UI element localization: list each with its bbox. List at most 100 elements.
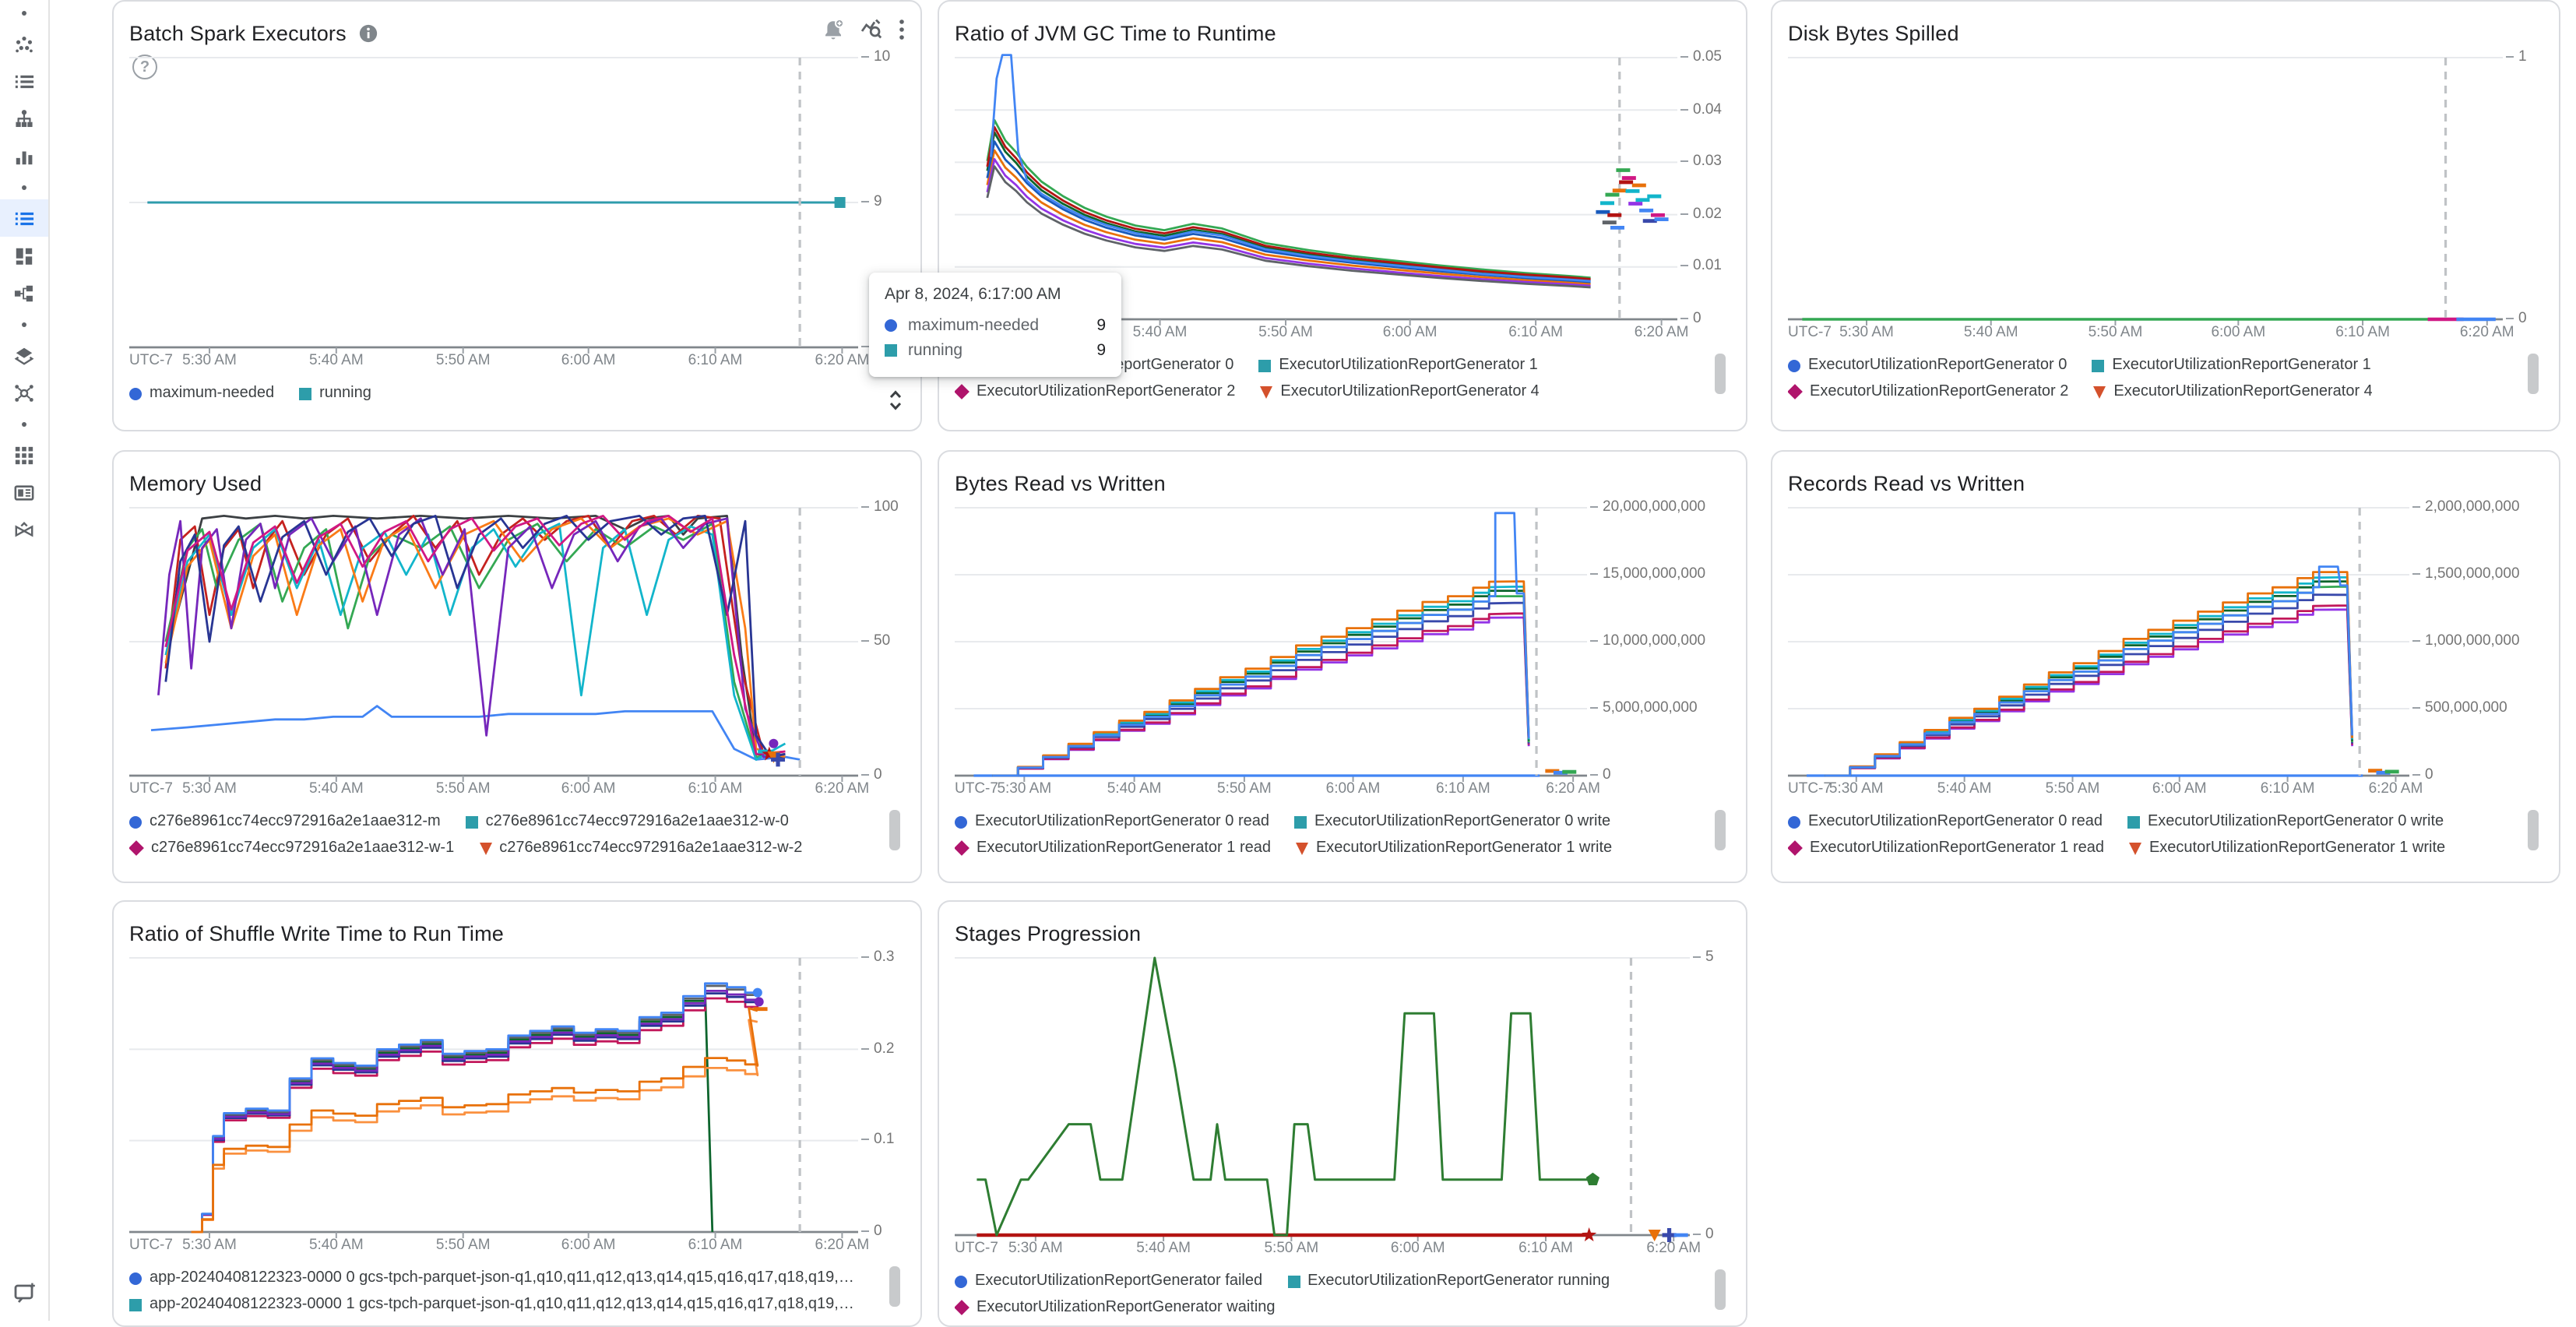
x-tick-label: 5:40 AM bbox=[308, 1237, 364, 1254]
legend-scrollbar[interactable] bbox=[1715, 1269, 1726, 1310]
x-tick-label: 5:50 AM bbox=[1217, 780, 1272, 797]
sidebar-item-dot[interactable] bbox=[0, 174, 48, 199]
x-tick-label: 5:30 AM bbox=[997, 780, 1052, 797]
sidebar-item-dot[interactable] bbox=[0, 411, 48, 436]
legend-item[interactable]: ExecutorUtilizationReportGenerator waiti… bbox=[955, 1299, 1276, 1316]
sidebar-item-dot[interactable] bbox=[0, 0, 48, 25]
legend-item[interactable]: ExecutorUtilizationReportGenerator 2 bbox=[1788, 383, 2068, 400]
x-tick-label: 5:40 AM bbox=[308, 352, 364, 369]
help-icon[interactable]: ? bbox=[132, 55, 157, 79]
chart-panel-batch-spark-executors: Batch Spark Executors ? 1098 UTC-75:30 A… bbox=[112, 0, 922, 431]
plot-area[interactable] bbox=[955, 956, 1690, 1242]
y-tick-label: 0 bbox=[1693, 1226, 1714, 1243]
x-axis-labels: UTC-7 5:30 AM 5:40 AM 5:50 AM 6:00 AM 6:10 AM… bbox=[1788, 324, 2543, 347]
sidebar-item-clusters[interactable] bbox=[0, 25, 48, 62]
sidebar-item-card[interactable] bbox=[0, 473, 48, 511]
plot-area[interactable] bbox=[1788, 57, 2503, 326]
panel-title: Stages Progression bbox=[955, 921, 1142, 945]
legend-item[interactable]: ExecutorUtilizationReportGenerator 1 wri… bbox=[2128, 839, 2445, 857]
x-tick-label: 6:10 AM bbox=[1508, 324, 1563, 341]
legend-marker-square bbox=[1293, 815, 1307, 828]
plot-area[interactable] bbox=[129, 957, 858, 1238]
sidebar-item-hierarchy[interactable] bbox=[0, 100, 48, 137]
legend-item[interactable]: c276e8961cc74ecc972916a2e1aae312-w-0 bbox=[465, 813, 789, 830]
legend-item[interactable]: app-20240408122323-0000 0 gcs-tpch-parqu… bbox=[129, 1269, 855, 1287]
legend-item[interactable]: ExecutorUtilizationReportGenerator 2 bbox=[955, 383, 1235, 400]
legend-scrollbar[interactable] bbox=[1715, 810, 1726, 850]
legend-scrollbar[interactable] bbox=[889, 810, 900, 850]
legend-item[interactable]: ExecutorUtilizationReportGenerator 4 bbox=[1260, 383, 1540, 400]
legend-item[interactable]: ExecutorUtilizationReportGenerator 1 rea… bbox=[955, 839, 1271, 857]
timezone-label: UTC-7 bbox=[1788, 780, 1832, 797]
sidebar-item-bar-chart[interactable] bbox=[0, 137, 48, 174]
add-alert-icon[interactable] bbox=[822, 18, 844, 48]
plot-area[interactable] bbox=[955, 507, 1587, 782]
metrics-explorer-icon[interactable] bbox=[860, 17, 883, 48]
legend-scrollbar[interactable] bbox=[2528, 810, 2539, 850]
legend-marker-tri bbox=[2093, 385, 2106, 398]
legend-scrollbar[interactable] bbox=[1715, 354, 1726, 394]
legend-item[interactable]: c276e8961cc74ecc972916a2e1aae312-w-2 bbox=[479, 839, 802, 857]
plot-area[interactable] bbox=[1788, 507, 2409, 782]
legend-item[interactable]: ExecutorUtilizationReportGenerator 1 wri… bbox=[1295, 839, 1612, 857]
chart-legend: maximum-needed running bbox=[129, 380, 905, 407]
x-tick-label: 5:50 AM bbox=[1258, 324, 1313, 341]
legend-label: ExecutorUtilizationReportGenerator 1 rea… bbox=[977, 839, 1271, 857]
sidebar-item-jobs-list[interactable] bbox=[0, 62, 48, 100]
legend-item[interactable]: app-20240408122323-0000 1 gcs-tpch-parqu… bbox=[129, 1296, 855, 1313]
plot-area[interactable] bbox=[129, 57, 858, 354]
legend-label: running bbox=[319, 385, 371, 402]
legend-item[interactable]: ExecutorUtilizationReportGenerator runni… bbox=[1287, 1272, 1610, 1290]
plot-area[interactable] bbox=[955, 54, 1677, 326]
sidebar-item-layers[interactable] bbox=[0, 336, 48, 374]
legend-item[interactable]: ExecutorUtilizationReportGenerator 0 wri… bbox=[1293, 813, 1611, 830]
sidebar-item-monitoring-active[interactable] bbox=[0, 199, 48, 237]
legend-item[interactable]: ExecutorUtilizationReportGenerator 1 bbox=[1258, 357, 1538, 374]
legend-label: ExecutorUtilizationReportGenerator waiti… bbox=[977, 1299, 1276, 1316]
legend-item[interactable]: ExecutorUtilizationReportGenerator 0 rea… bbox=[955, 813, 1269, 830]
x-tick-label: 5:40 AM bbox=[308, 780, 364, 797]
sidebar-item-apps-grid[interactable] bbox=[0, 436, 48, 473]
legend-item[interactable]: ExecutorUtilizationReportGenerator 1 rea… bbox=[1788, 839, 2104, 857]
plot-area[interactable] bbox=[129, 507, 858, 782]
legend-label: ExecutorUtilizationReportGenerator 0 wri… bbox=[1314, 813, 1611, 830]
more-vert-icon[interactable] bbox=[899, 18, 905, 48]
x-axis-labels: UTC-7 5:30 AM 5:40 AM 5:50 AM 6:00 AM 6:10 AM… bbox=[129, 780, 905, 804]
sidebar-item-network[interactable] bbox=[0, 374, 48, 411]
panel-title: Batch Spark Executors bbox=[129, 21, 347, 44]
x-tick-label: 6:20 AM bbox=[815, 352, 870, 369]
x-tick-label: 6:00 AM bbox=[1325, 780, 1381, 797]
chart-legend: ExecutorUtilizationReportGenerator 0 Exec… bbox=[1788, 352, 2543, 405]
timezone-label: UTC-7 bbox=[955, 1240, 998, 1257]
legend-item[interactable]: ExecutorUtilizationReportGenerator faile… bbox=[955, 1272, 1262, 1290]
unfold-more-icon[interactable] bbox=[886, 388, 905, 421]
y-tick-label: 0.03 bbox=[1680, 153, 1722, 170]
legend-item[interactable]: c276e8961cc74ecc972916a2e1aae312-m bbox=[129, 813, 441, 830]
x-tick-label: 6:00 AM bbox=[1382, 324, 1438, 341]
x-tick-label: 6:00 AM bbox=[2211, 324, 2266, 341]
panel-title: Bytes Read vs Written bbox=[955, 471, 1166, 495]
legend-item[interactable]: ExecutorUtilizationReportGenerator 1 bbox=[2092, 357, 2371, 374]
chart-legend: c276e8961cc74ecc972916a2e1aae312-m c276e8… bbox=[129, 808, 905, 861]
legend-item[interactable]: running bbox=[299, 385, 371, 402]
x-axis-labels: UTC-7 5:30 AM 5:40 AM 5:50 AM 6:00 AM 6:10 AM… bbox=[129, 352, 905, 375]
legend-item[interactable]: ExecutorUtilizationReportGenerator 0 wri… bbox=[2127, 813, 2444, 830]
x-tick-label: 6:10 AM bbox=[2260, 780, 2315, 797]
x-tick-label: 6:20 AM bbox=[1546, 780, 1600, 797]
sidebar-item-tag[interactable] bbox=[0, 511, 48, 548]
legend-marker-circle bbox=[955, 1275, 967, 1287]
legend-item[interactable]: maximum-needed bbox=[129, 385, 274, 402]
panel-title: Ratio of JVM GC Time to Runtime bbox=[955, 21, 1276, 44]
feedback-icon[interactable] bbox=[0, 1274, 48, 1311]
sidebar-item-dashboard-blocks[interactable] bbox=[0, 237, 48, 274]
legend-item[interactable]: ExecutorUtilizationReportGenerator 4 bbox=[2093, 383, 2373, 400]
legend-scrollbar[interactable] bbox=[2528, 354, 2539, 394]
info-icon[interactable] bbox=[359, 23, 379, 43]
legend-item[interactable]: ExecutorUtilizationReportGenerator 0 rea… bbox=[1788, 813, 2103, 830]
left-icon-sidebar bbox=[0, 0, 50, 1321]
sidebar-item-dot[interactable] bbox=[0, 312, 48, 336]
legend-item[interactable]: ExecutorUtilizationReportGenerator 0 bbox=[1788, 357, 2067, 374]
legend-item[interactable]: c276e8961cc74ecc972916a2e1aae312-w-1 bbox=[129, 839, 454, 857]
sidebar-item-workflow[interactable] bbox=[0, 274, 48, 312]
legend-scrollbar[interactable] bbox=[889, 1266, 900, 1307]
